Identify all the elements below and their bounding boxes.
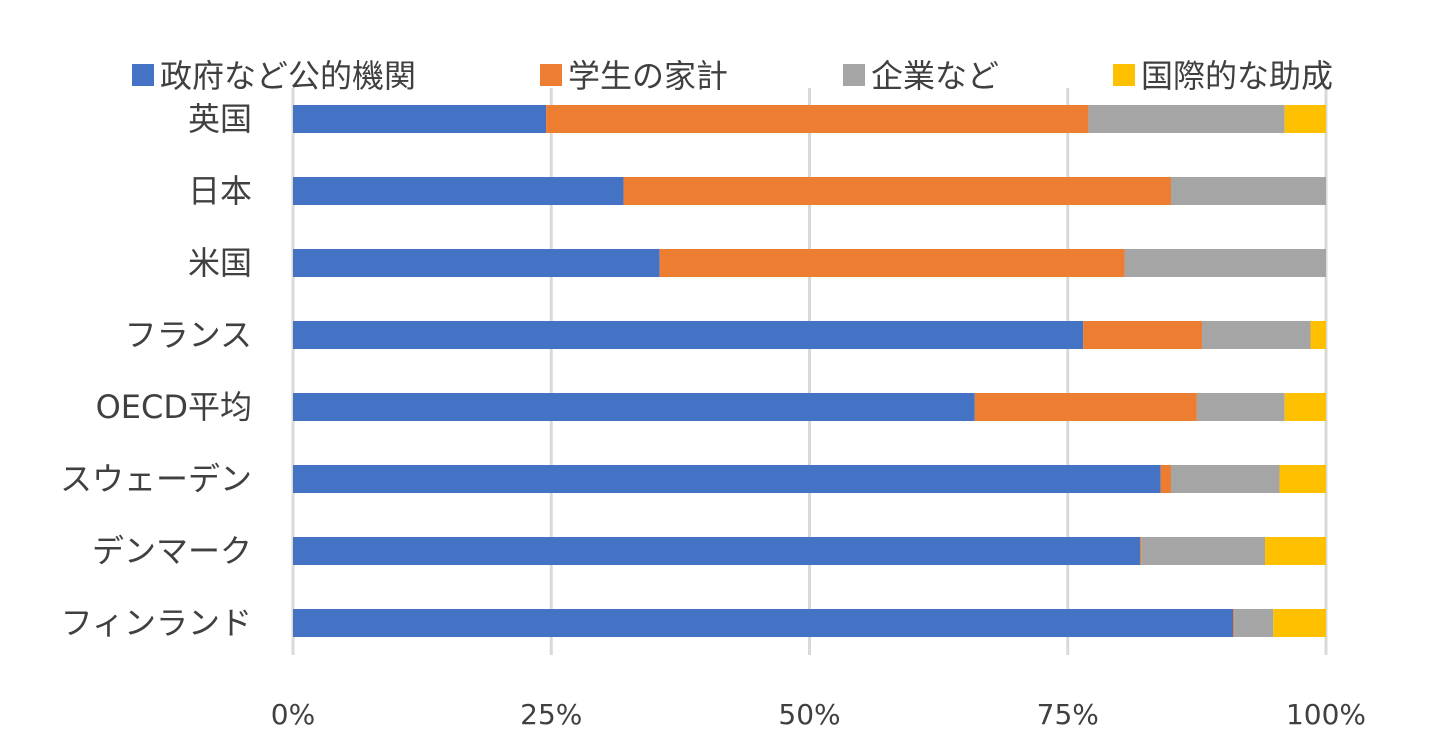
legend-swatch [132,64,154,86]
bar-segment [293,177,624,205]
category-label: フィンランド [61,604,252,642]
bar-segment [1160,465,1172,493]
x-tick-label: 100% [1286,698,1366,731]
bar-segment [1310,321,1326,349]
bar-segment [293,393,975,421]
category-label: デンマーク [92,532,252,570]
category-label: フランス [125,316,252,354]
bar-segment [1284,393,1326,421]
bar-segment [1141,537,1266,565]
category-label: 米国 [188,244,252,282]
bars [293,105,1326,637]
bar-segment [546,105,1089,133]
legend-label: 国際的な助成 [1141,57,1333,95]
x-tick-label: 50% [778,698,840,731]
bar-segment [1124,249,1326,277]
x-tick-label: 75% [1037,698,1099,731]
bar-segment [1083,321,1203,349]
legend-swatch [540,64,562,86]
gridlines [291,88,1328,655]
bar-segment [293,537,1141,565]
legend-label: 学生の家計 [568,57,728,95]
bar-segment [1171,177,1326,205]
bar-segment [293,609,1234,637]
x-tick-labels: 0% 25% 50% 75% 100% [271,698,1366,731]
x-tick-label: 0% [271,698,315,731]
bar-segment [293,465,1161,493]
bar-segment [1234,609,1274,637]
category-label: スウェーデン [60,460,252,498]
bar-segment [1196,393,1285,421]
bar-segment [1233,609,1235,637]
bar-segment [293,321,1084,349]
bar-segment [623,177,1172,205]
legend-label: 政府など公的機関 [160,57,416,95]
bar-segment [659,249,1125,277]
legend: 政府など公的機関 学生の家計 企業など 国際的な助成 [132,57,1333,95]
bar-segment [293,105,547,133]
bar-segment [1265,537,1326,565]
bar-segment [1171,465,1280,493]
bar-segment [1202,321,1311,349]
category-label: OECD平均 [96,388,252,426]
bar-segment [1088,105,1285,133]
bar-segment [1284,105,1326,133]
legend-swatch [1113,64,1135,86]
bar-segment [974,393,1197,421]
legend-swatch [843,64,865,86]
bar-segment [1140,537,1142,565]
bar-segment [1279,465,1326,493]
category-label: 日本 [188,172,252,210]
bar-segment [293,249,660,277]
bar-segment [1273,609,1326,637]
legend-label: 企業など [871,57,999,95]
x-tick-label: 25% [520,698,582,731]
category-label: 英国 [188,100,252,138]
